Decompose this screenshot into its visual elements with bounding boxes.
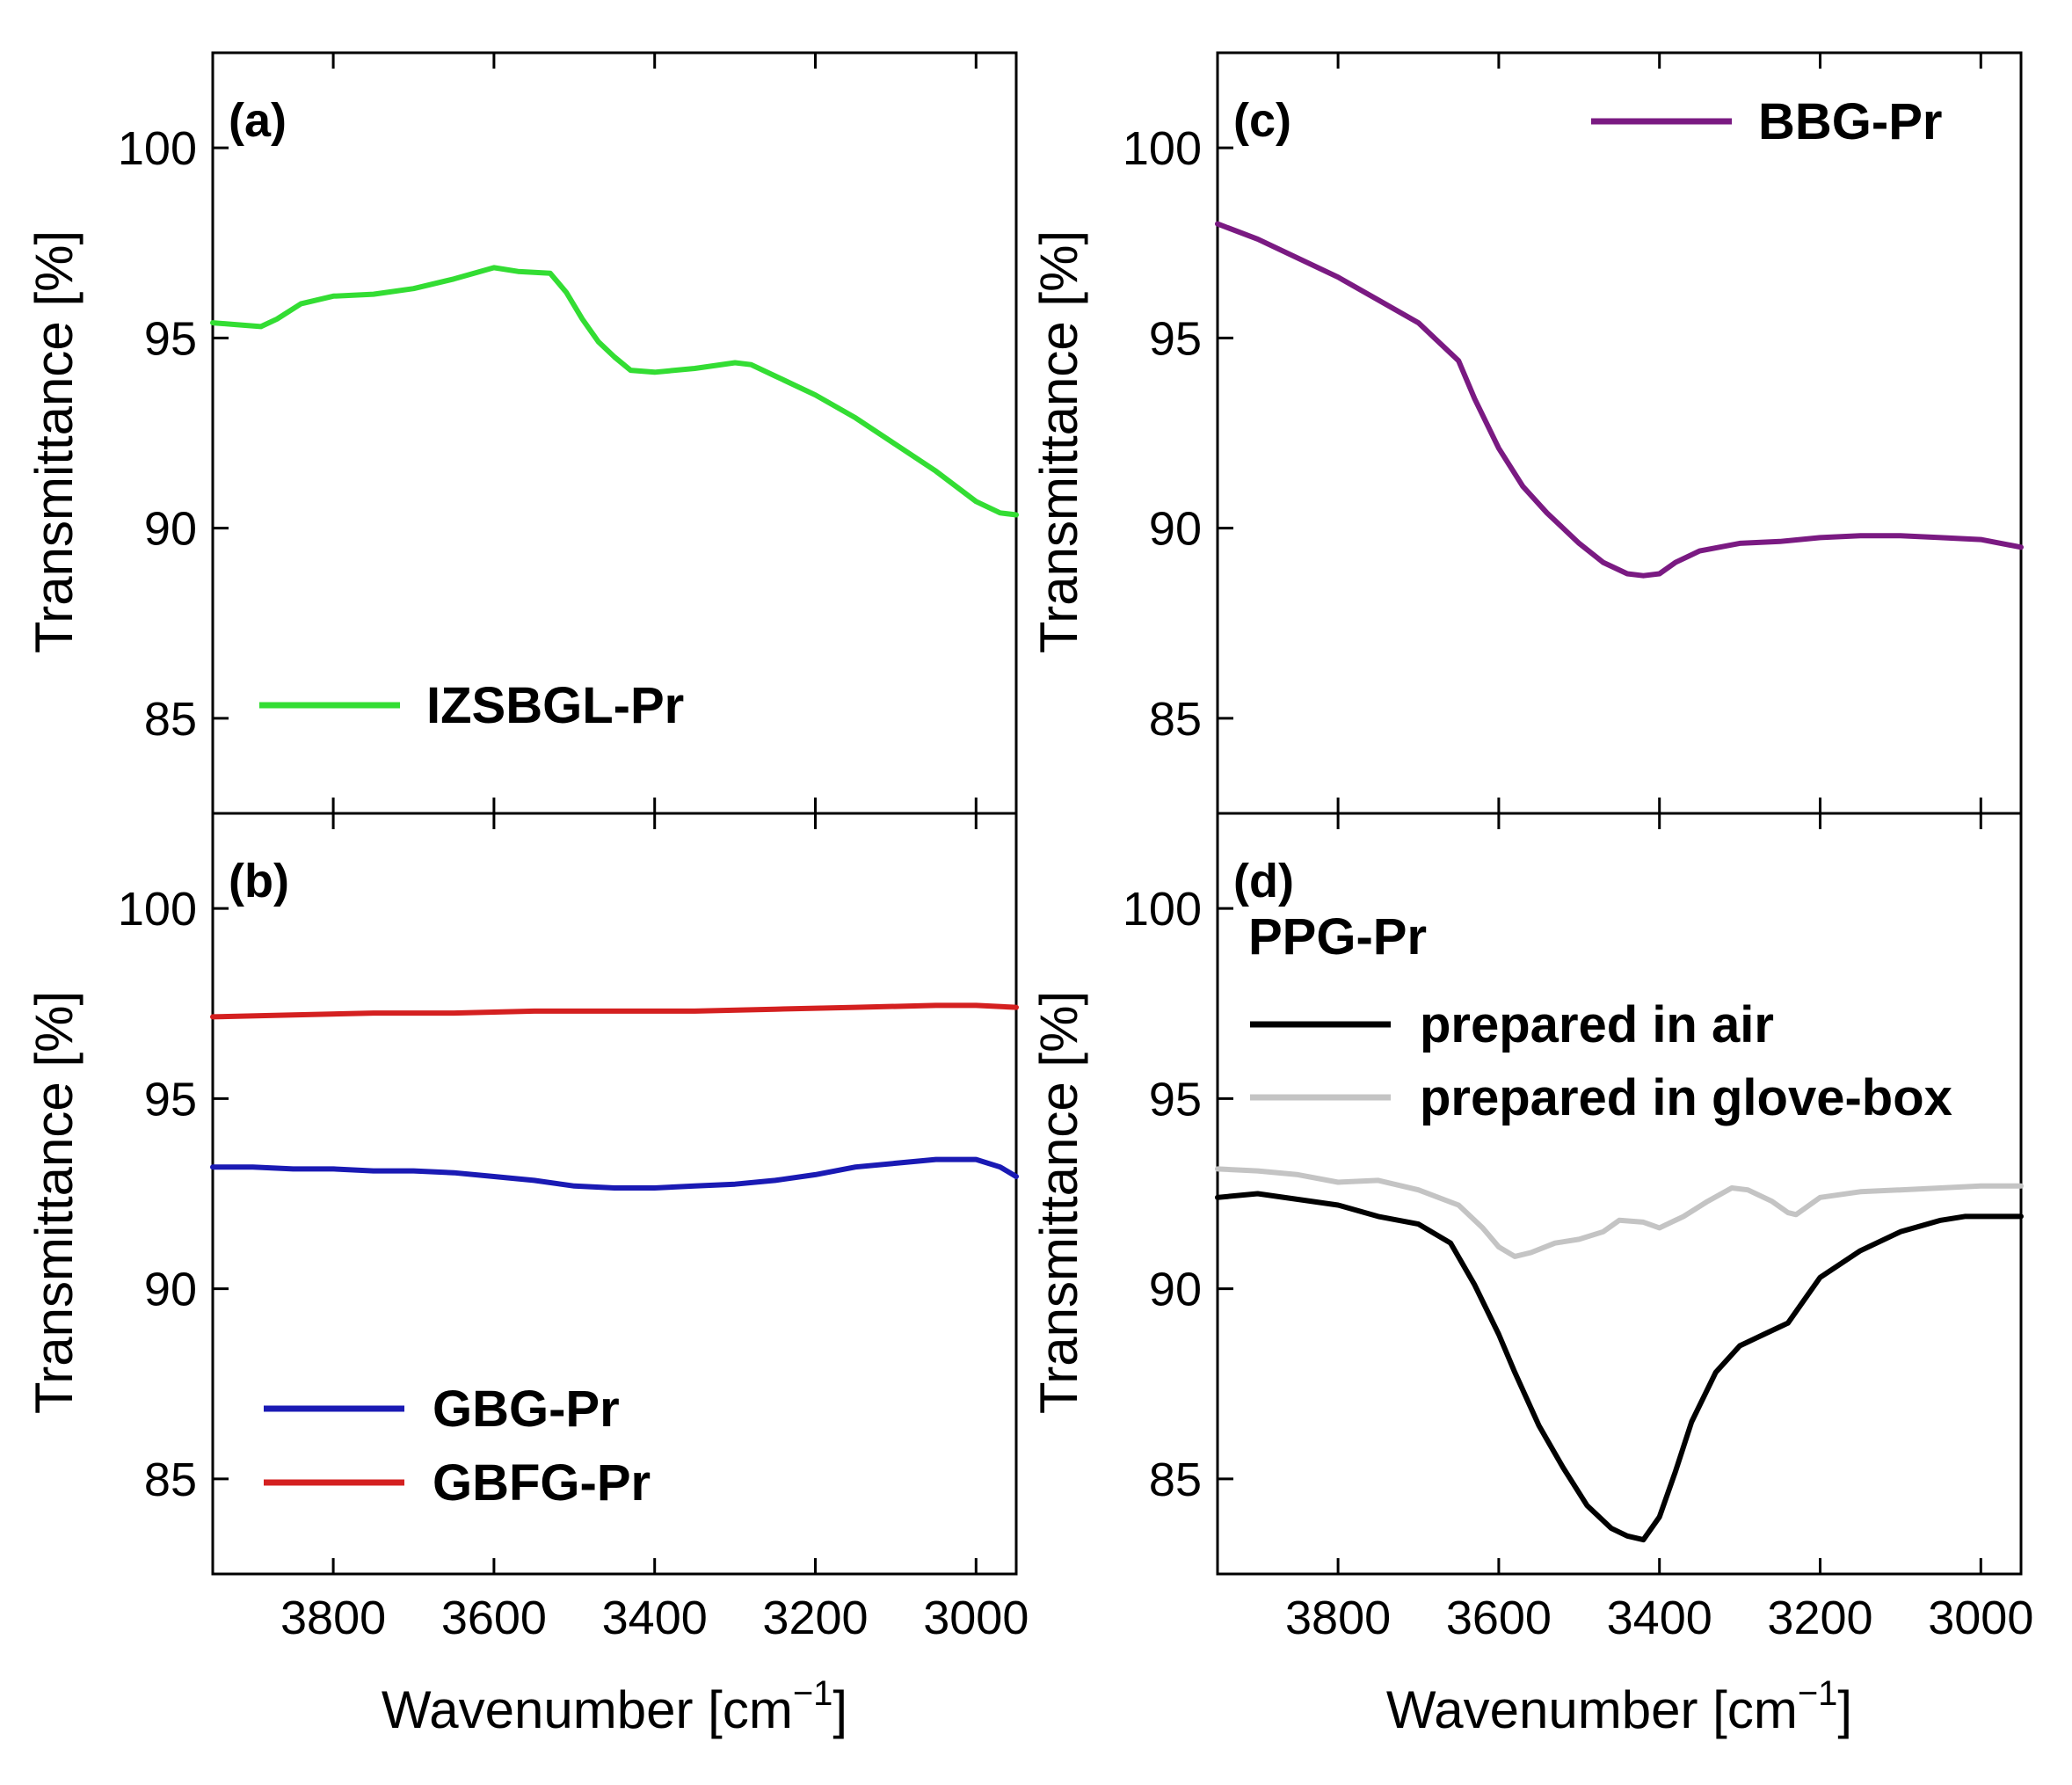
- x-tick-label: 3200: [1767, 1592, 1872, 1644]
- y-tick-label: 95: [144, 312, 197, 365]
- series-line-prepared-in-glove-box: [1215, 1166, 2024, 1259]
- series-line-bbg-pr: [1215, 221, 2024, 579]
- y-tick-label: 95: [144, 1073, 197, 1126]
- panel-d-frame: [1216, 812, 2023, 1576]
- panel-d-legend: prepared in air prepared in glove-box: [1250, 996, 1952, 1126]
- panel-b-x-axis-title: Wavenumber [cm−1]: [382, 1674, 847, 1739]
- y-tick-label: 90: [1149, 503, 1202, 556]
- x-tick-label: 3400: [602, 1592, 708, 1644]
- panel-a-label: (a): [229, 94, 287, 147]
- panel-b-y-axis-title: Transmittance [%]: [25, 991, 84, 1414]
- panel-d-label: (d): [1233, 855, 1294, 907]
- legend-label-gbg-pr: GBG-Pr: [433, 1381, 620, 1438]
- panel-b-ticks: [213, 813, 978, 1574]
- panel-d-y-tick-labels: 85 90 95 100: [1123, 883, 1202, 1506]
- panel-b-frame: [211, 812, 1018, 1576]
- panel-c-ir-spectrum: 85 90 95 100 (c) Transmittance [%] BBG-Pr: [1029, 51, 2024, 815]
- y-tick-label: 85: [1149, 693, 1202, 746]
- panel-b-label: (b): [229, 855, 289, 907]
- y-tick-label: 100: [118, 122, 197, 175]
- panel-c-ticks: [1218, 53, 1982, 813]
- legend-label-prepared-in-glove-box: prepared in glove-box: [1420, 1069, 1952, 1126]
- x-tick-label: 3000: [1928, 1592, 2033, 1644]
- y-tick-label: 100: [1123, 883, 1202, 936]
- y-tick-label: 90: [144, 503, 197, 556]
- panel-a-y-tick-labels: 85 90 95 100: [118, 122, 197, 746]
- panel-b-legend: GBG-Pr GBFG-Pr: [264, 1381, 651, 1512]
- panel-d-series: [1215, 1166, 2024, 1543]
- x-tick-label: 3400: [1607, 1592, 1712, 1644]
- panel-d-y-axis-title: Transmittance [%]: [1029, 991, 1088, 1414]
- y-tick-label: 95: [1149, 1073, 1202, 1126]
- panel-d-x-tick-labels: 3800 3600 3400 3200 3000: [1285, 1592, 2033, 1644]
- y-tick-label: 100: [118, 883, 197, 936]
- panel-c-y-tick-labels: 85 90 95 100: [1123, 122, 1202, 746]
- panel-a-legend: IZSBGL-Pr: [259, 677, 684, 734]
- y-tick-label: 95: [1149, 312, 1202, 365]
- panel-b-ir-spectrum: 85 90 95 100 3800 3600 3400 3200 3000 (b) Trans…: [25, 812, 1029, 1739]
- panel-d-legend-title: PPG-Pr: [1248, 908, 1427, 965]
- x-tick-label: 3800: [280, 1592, 386, 1644]
- panel-c-label: (c): [1233, 94, 1291, 147]
- panel-b-x-tick-labels: 3800 3600 3400 3200 3000: [280, 1592, 1029, 1644]
- panel-a-y-axis-title: Transmittance [%]: [25, 230, 84, 653]
- panel-c-series: [1215, 221, 2024, 579]
- y-tick-label: 85: [1149, 1454, 1202, 1506]
- y-tick-label: 100: [1123, 122, 1202, 175]
- y-tick-label: 85: [144, 693, 197, 746]
- panel-d-x-axis-title: Wavenumber [cm−1]: [1386, 1674, 1852, 1739]
- x-tick-label: 3600: [441, 1592, 547, 1644]
- panel-c-legend: BBG-Pr: [1591, 93, 1942, 150]
- x-tick-label: 3800: [1285, 1592, 1391, 1644]
- series-line-prepared-in-air: [1215, 1191, 2024, 1543]
- panel-d-ticks: [1218, 813, 1982, 1574]
- series-line-gbfg-pr: [210, 1002, 1019, 1020]
- legend-label-prepared-in-air: prepared in air: [1420, 996, 1774, 1053]
- panel-c-y-axis-title: Transmittance [%]: [1029, 230, 1088, 653]
- x-tick-label: 3000: [923, 1592, 1029, 1644]
- panel-b-series: [210, 1002, 1019, 1191]
- y-tick-label: 90: [1149, 1264, 1202, 1316]
- panel-a-series: [210, 265, 1019, 518]
- panel-b-y-tick-labels: 85 90 95 100: [118, 883, 197, 1506]
- panel-d-ir-spectrum: 85 90 95 100 3800 3600 3400 3200 3000 (d) Trans…: [1029, 812, 2033, 1739]
- y-tick-label: 90: [144, 1264, 197, 1316]
- series-line-izsbgl-pr: [210, 265, 1019, 518]
- panel-a-ir-spectrum: 85 90 95 100 (a) Transmittance [%] IZSBGL-P…: [25, 51, 1019, 815]
- x-tick-label: 3600: [1446, 1592, 1552, 1644]
- legend-label-bbg-pr: BBG-Pr: [1758, 93, 1942, 150]
- legend-label-gbfg-pr: GBFG-Pr: [433, 1454, 651, 1512]
- series-line-gbg-pr: [210, 1156, 1019, 1191]
- panel-a-ticks: [213, 53, 978, 813]
- x-tick-label: 3200: [762, 1592, 868, 1644]
- legend-label-izsbgl-pr: IZSBGL-Pr: [426, 677, 684, 734]
- y-tick-label: 85: [144, 1454, 197, 1506]
